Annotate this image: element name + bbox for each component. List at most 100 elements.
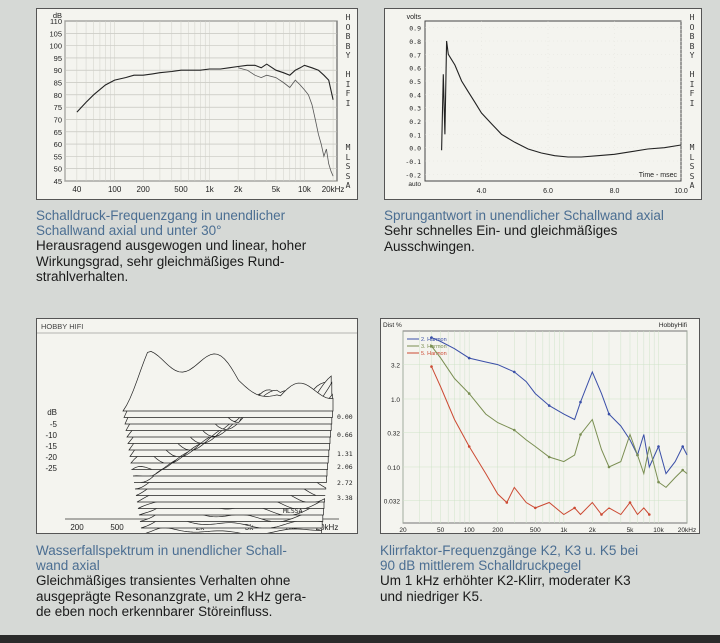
vertical-letter: O: [345, 22, 351, 32]
y-tick-label: 70: [54, 115, 62, 124]
freq-response-svg: 110 105 100 95 90 85 80 75 70 65 60 55 50 45 dB 40 100 20…: [49, 11, 345, 194]
vertical-letter: B: [345, 41, 351, 51]
y-unit-label: volts: [407, 14, 422, 21]
x-tick-label: 40: [72, 185, 81, 194]
data-point: [547, 404, 551, 407]
x-tick-label: 5k: [627, 527, 635, 533]
y-tick-label: 0.0: [409, 145, 421, 153]
x-tick-label: 10.0: [674, 188, 688, 195]
vertical-letter: I: [345, 79, 351, 89]
y-tick-label: 75: [54, 103, 62, 112]
data-point: [467, 445, 471, 448]
vertical-letter: H: [345, 70, 351, 79]
x-tick-label: 500: [530, 527, 541, 533]
x-tick-label: 50: [437, 527, 445, 533]
data-point: [467, 356, 471, 360]
data-point: [579, 433, 582, 436]
y-tick-label: 0.7: [409, 51, 421, 59]
x-tick-label: 10k: [653, 527, 664, 533]
x-tick-label: 20kHz: [322, 185, 345, 194]
y-tick-label: -10: [45, 431, 57, 440]
x-tick-label: 1k: [205, 185, 214, 194]
vertical-letter: S: [689, 171, 695, 181]
series-line: [431, 337, 688, 475]
y-tick-label: 0.10: [387, 465, 400, 472]
y-tick-label: 100: [49, 42, 62, 51]
time-tick-label: 3.38 msec: [337, 494, 357, 502]
x-tick-label: 6.0: [543, 188, 553, 195]
vertical-letter: M: [345, 143, 351, 152]
waterfall-slice: [145, 527, 322, 533]
waterfall-chart: HOBBY HIFIdB-5-10-15-20-252005001k2k5k10…: [36, 318, 358, 534]
y-tick-label: -15: [45, 442, 57, 451]
vertical-letter: [687, 61, 697, 71]
time-tick-label: 2.06: [337, 463, 353, 471]
x-tick-label: 10k: [298, 185, 312, 194]
y-tick-label: 0.5: [409, 78, 421, 86]
y-tick-label: 55: [54, 152, 62, 161]
y-tick-label: 110: [50, 17, 62, 26]
vertical-letter: Y: [345, 51, 351, 60]
distortion-svg: 3.2 1.0 0.32 0.10 0.032 Dist % HobbyHifi 20 50 10…: [383, 322, 696, 533]
freq-response-chart: 110 105 100 95 90 85 80 75 70 65 60 55 50 45 dB 40 100 20…: [36, 8, 358, 200]
y-tick-label: 50: [54, 165, 62, 174]
y-tick-label: 0.4: [409, 91, 421, 99]
vertical-letter: I: [689, 79, 695, 89]
y-tick-label: 105: [49, 29, 62, 38]
data-point: [505, 501, 509, 504]
chart-header: HOBBY HIFI: [41, 322, 83, 331]
x-tick-label: 2k: [234, 185, 243, 194]
y-tick-label: -25: [45, 464, 57, 473]
data-point: [547, 455, 551, 459]
x-tick-label: 500: [110, 523, 124, 532]
y-tick-label: -0.2: [405, 171, 421, 179]
x-tick-label: 4.0: [477, 188, 487, 195]
vertical-letter: B: [689, 32, 695, 41]
y-tick-label: 3.2: [391, 363, 400, 370]
vertical-letter: L: [345, 152, 351, 162]
x-tick-label: 200: [70, 523, 84, 532]
vertical-letter: M: [689, 143, 695, 152]
y-tick-label: 0.032: [384, 499, 401, 506]
x-tick-label: 20kHz: [316, 523, 339, 532]
step-response-chart: 0.9 0.8 0.7 0.6 0.5 0.4 0.3 0.2 0.1 0.0 -0.1 -0.2 vo…: [384, 8, 702, 200]
vertical-letter: O: [689, 22, 695, 32]
y-tick-label: 0.1: [409, 131, 421, 139]
vertical-letter: [343, 61, 353, 71]
panel-4-body: Um 1 kHz erhöhter K2-Klirr, moderater K3…: [380, 573, 631, 604]
x-tick-label: 20: [399, 527, 407, 533]
x-tick-label: 2k: [589, 527, 597, 533]
x-tick-label: 20kHz: [678, 527, 696, 533]
plot-frame: [64, 20, 338, 182]
x-tick-label: 200: [492, 527, 503, 533]
x-tick-label: 500: [174, 185, 188, 194]
vertical-letter: Y: [689, 51, 695, 60]
y-tick-label: 45: [54, 177, 62, 186]
data-point: [600, 513, 603, 516]
data-point: [430, 336, 433, 339]
vertical-letter: S: [345, 162, 351, 171]
y-tick-label: -5: [50, 420, 58, 429]
y-tick-label: 0.6: [409, 65, 421, 73]
panel-2-title: Sprungantwort in unendlicher Schallwand …: [384, 208, 664, 223]
x-tick-label: 100: [108, 185, 122, 194]
data-point: [513, 370, 516, 374]
y-tick-label: 85: [54, 79, 62, 88]
data-point: [579, 400, 582, 404]
data-point: [467, 392, 471, 395]
panel-3-body: Gleichmäßiges transientes Verhalten ohne…: [36, 573, 307, 619]
y-tick-label: 80: [54, 91, 62, 100]
y-unit-label: dB: [47, 408, 57, 417]
series-line: [431, 366, 650, 516]
distortion-chart: 3.2 1.0 0.32 0.10 0.032 Dist % HobbyHifi 20 50 10…: [380, 318, 700, 534]
vertical-letter: H: [345, 13, 351, 22]
y-tick-label: 0.3: [409, 105, 421, 113]
y-tick-label: 60: [54, 140, 62, 149]
series-line: [441, 40, 682, 158]
vertical-letter: I: [689, 98, 695, 108]
y-tick-label: 0.2: [409, 118, 421, 126]
y-tick-label: -0.1: [405, 158, 421, 166]
panel-4-title: Klirrfaktor-Frequenzgänge K2, K3 u. K5 b…: [380, 543, 639, 573]
plot-frame: [424, 20, 682, 182]
